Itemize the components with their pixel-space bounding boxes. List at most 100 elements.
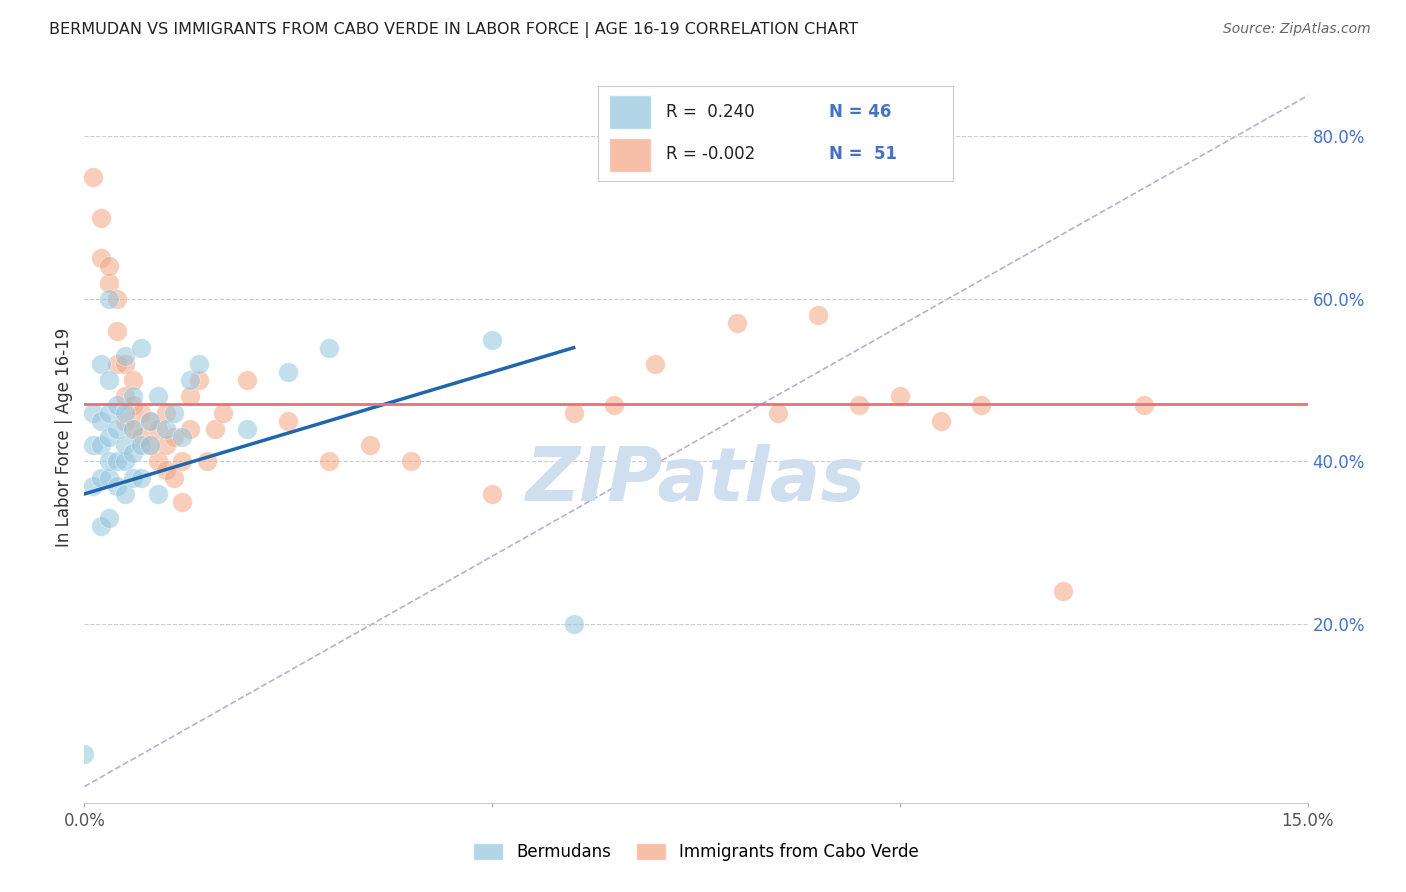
Point — [187, 357, 209, 371]
Point — [105, 479, 128, 493]
Point — [318, 454, 340, 468]
Point — [179, 422, 201, 436]
Point — [399, 454, 422, 468]
Point — [105, 454, 128, 468]
Point — [138, 414, 160, 428]
Text: BERMUDAN VS IMMIGRANTS FROM CABO VERDE IN LABOR FORCE | AGE 16-19 CORRELATION CH: BERMUDAN VS IMMIGRANTS FROM CABO VERDE I… — [49, 22, 859, 38]
Point — [90, 471, 112, 485]
Point — [131, 438, 153, 452]
Point — [212, 406, 235, 420]
Point — [155, 406, 177, 420]
Point — [1052, 584, 1074, 599]
Point — [562, 617, 585, 632]
Point — [131, 471, 153, 485]
Point — [114, 349, 136, 363]
Point — [97, 511, 120, 525]
Point — [318, 341, 340, 355]
Point — [105, 325, 128, 339]
Point — [725, 316, 748, 330]
Point — [236, 422, 259, 436]
Point — [644, 357, 666, 371]
Point — [122, 398, 145, 412]
Text: ZIPatlas: ZIPatlas — [526, 444, 866, 517]
Point — [90, 414, 112, 428]
Point — [122, 422, 145, 436]
Point — [155, 422, 177, 436]
Point — [929, 414, 952, 428]
Point — [114, 454, 136, 468]
Point — [97, 430, 120, 444]
Point — [82, 479, 104, 493]
Point — [603, 398, 626, 412]
Point — [179, 373, 201, 387]
Point — [146, 389, 169, 403]
Point — [359, 438, 381, 452]
Point — [1133, 398, 1156, 412]
Point — [105, 292, 128, 306]
Point — [90, 211, 112, 225]
Point — [146, 422, 169, 436]
Point — [163, 471, 186, 485]
Point — [97, 471, 120, 485]
Point — [114, 438, 136, 452]
Point — [163, 406, 186, 420]
Point — [138, 438, 160, 452]
Point — [105, 398, 128, 412]
Point — [131, 430, 153, 444]
Point — [172, 430, 194, 444]
Point — [97, 406, 120, 420]
Point — [131, 406, 153, 420]
Point — [114, 406, 136, 420]
Point — [138, 414, 160, 428]
Point — [122, 422, 145, 436]
Point — [114, 357, 136, 371]
Point — [122, 471, 145, 485]
Point — [90, 519, 112, 533]
Point — [97, 373, 120, 387]
Point — [163, 430, 186, 444]
Point — [73, 747, 96, 761]
Point — [179, 389, 201, 403]
Point — [138, 438, 160, 452]
Point — [146, 487, 169, 501]
Point — [204, 422, 226, 436]
Point — [848, 398, 870, 412]
Point — [97, 260, 120, 274]
Point — [172, 495, 194, 509]
Point — [766, 406, 789, 420]
Point — [114, 389, 136, 403]
Point — [187, 373, 209, 387]
Point — [90, 252, 112, 266]
Point — [97, 276, 120, 290]
Point — [122, 373, 145, 387]
Point — [172, 454, 194, 468]
Point — [195, 454, 218, 468]
Point — [155, 462, 177, 476]
Y-axis label: In Labor Force | Age 16-19: In Labor Force | Age 16-19 — [55, 327, 73, 547]
Point — [90, 438, 112, 452]
Point — [114, 414, 136, 428]
Point — [82, 438, 104, 452]
Point — [277, 414, 299, 428]
Point — [82, 169, 104, 184]
Point — [481, 487, 503, 501]
Point — [105, 422, 128, 436]
Legend: Bermudans, Immigrants from Cabo Verde: Bermudans, Immigrants from Cabo Verde — [467, 836, 925, 868]
Point — [562, 406, 585, 420]
Point — [97, 454, 120, 468]
Point — [131, 341, 153, 355]
Point — [122, 446, 145, 460]
Point — [97, 292, 120, 306]
Point — [481, 333, 503, 347]
Point — [122, 389, 145, 403]
Point — [114, 487, 136, 501]
Point — [807, 308, 830, 322]
Text: Source: ZipAtlas.com: Source: ZipAtlas.com — [1223, 22, 1371, 37]
Point — [146, 454, 169, 468]
Point — [889, 389, 911, 403]
Point — [155, 438, 177, 452]
Point — [90, 357, 112, 371]
Point — [277, 365, 299, 379]
Point — [105, 357, 128, 371]
Point — [82, 406, 104, 420]
